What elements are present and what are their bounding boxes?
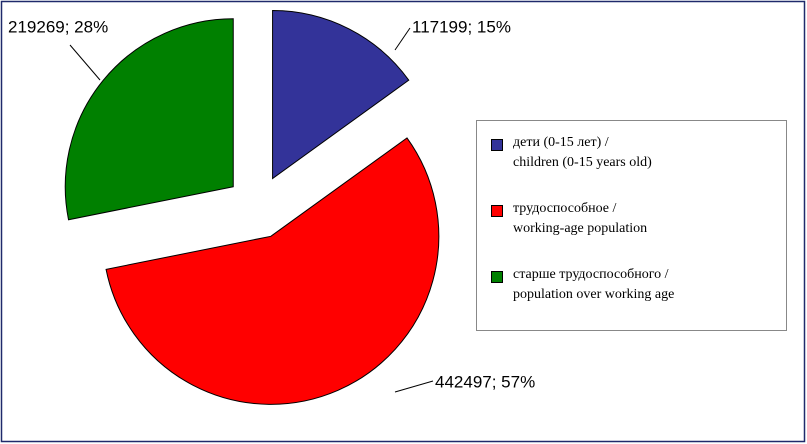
legend-item: старше трудоспособного / population over… [491, 265, 778, 331]
leader-line [394, 380, 434, 393]
legend-swatch [491, 139, 503, 151]
pie-slice [64, 18, 234, 221]
legend-label: старше трудоспособного / population over… [513, 267, 675, 302]
data-label: 442497; 57% [435, 372, 535, 391]
data-label: 219269; 28% [8, 17, 108, 36]
leader-line [69, 44, 101, 81]
pie-slice [272, 10, 410, 180]
data-label: 117199; 15% [412, 17, 511, 36]
legend-label: дети (0-15 лет) / children (0-15 years o… [513, 135, 652, 170]
legend-swatch [491, 271, 503, 283]
legend-item: трудоспособное / working-age population [491, 199, 778, 265]
legend-item: дети (0-15 лет) / children (0-15 years o… [491, 133, 778, 199]
leader-line [394, 27, 411, 51]
legend-swatch [491, 205, 503, 217]
legend-label: трудоспособное / working-age population [513, 201, 648, 236]
pie-slice [105, 137, 440, 405]
legend: дети (0-15 лет) / children (0-15 years o… [476, 120, 787, 331]
